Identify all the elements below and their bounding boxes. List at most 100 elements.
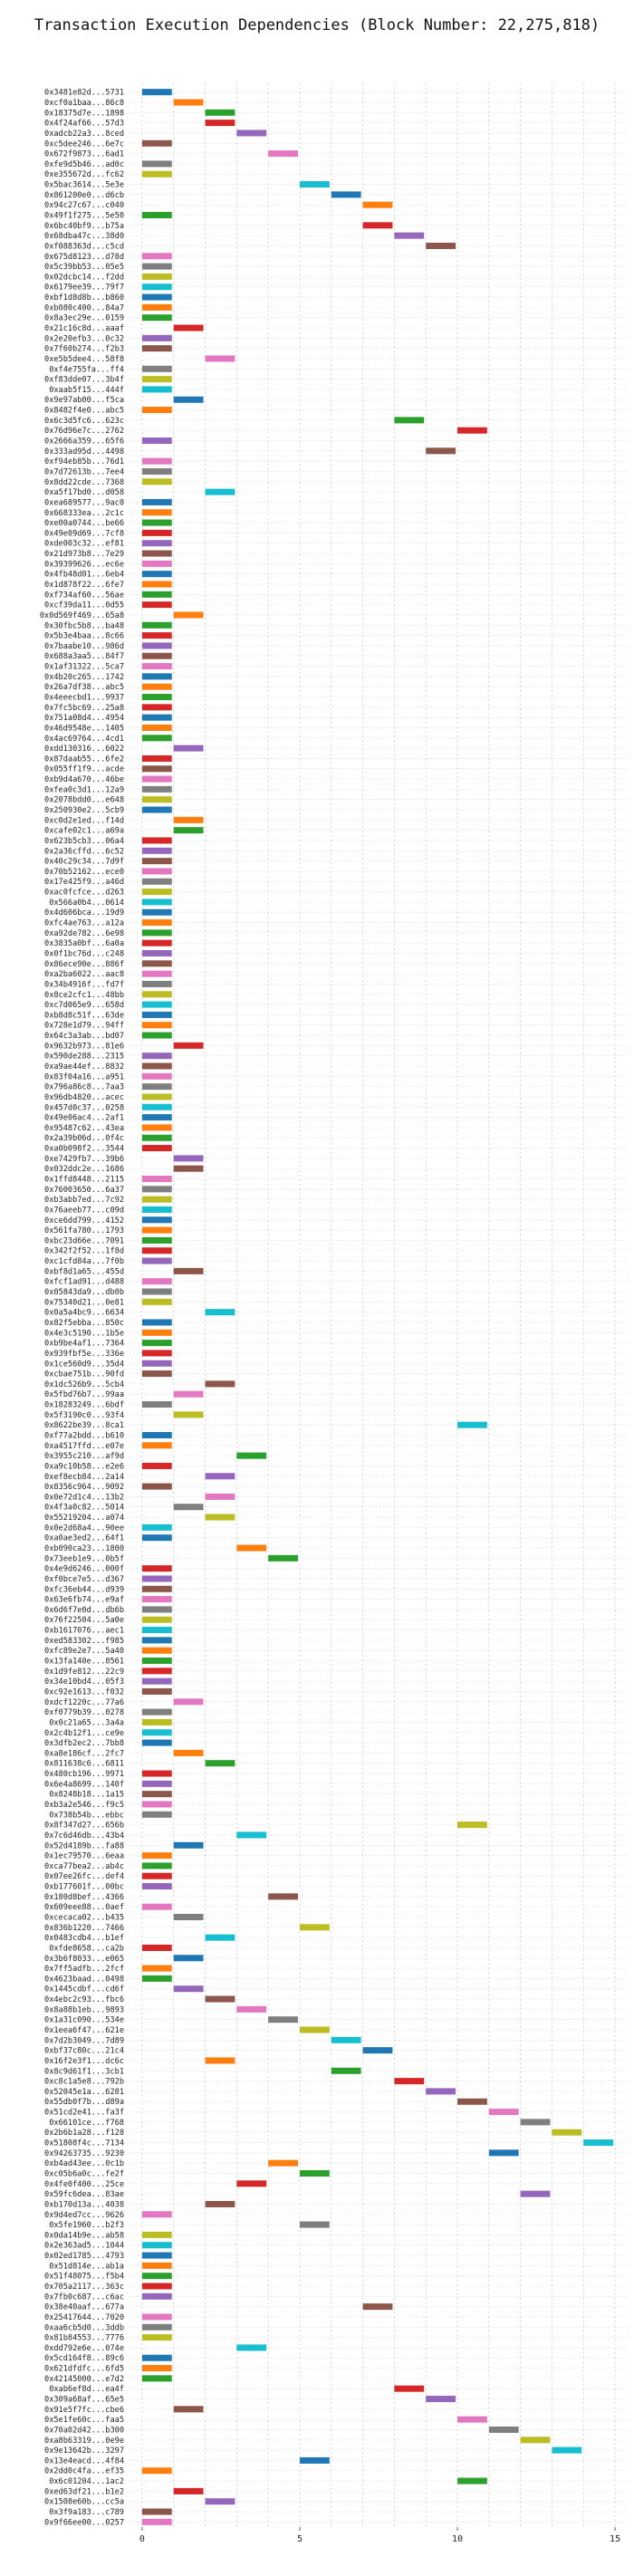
transaction-bar [141,1462,172,1469]
transaction-bar [141,1687,172,1695]
transaction-bar [141,949,172,956]
transaction-label: 0x52045e1a...6281 [44,2088,124,2097]
transaction-label: 0xea689577...9ac0 [44,498,124,507]
transaction-bar [141,1585,172,1592]
transaction-label: 0xb9d4a670...46be [44,775,124,784]
transaction-label: 0xa4517ffd...e07e [44,1442,124,1451]
transaction-bar [141,1370,172,1378]
transaction-bar [141,1801,172,1808]
transaction-bar [141,1872,172,1879]
transaction-bar [141,2334,172,2341]
transaction-label: 0x0f1bc76d...c248 [44,949,124,958]
transaction-bar [173,1165,204,1172]
transaction-bar [141,1442,172,1449]
transaction-bar [141,1883,172,1890]
transaction-bar [299,2169,330,2177]
transaction-bar [141,498,172,505]
transaction-label: 0x4ebc2c93...fbc6 [44,1995,124,2004]
transaction-bar [141,1944,172,1951]
transaction-label: 0x2b6b1a28...f128 [44,2129,124,2138]
transaction-bar [141,1483,172,1490]
transaction-label: 0xb090ca23...1800 [44,1544,124,1553]
transaction-label: 0xfe9d5b46...ad0c [44,160,124,169]
transaction-bar [173,1155,204,1162]
transaction-bar [205,355,235,362]
transaction-bar [173,1698,204,1706]
transaction-label: 0xe355672d...fc62 [44,170,124,179]
transaction-label: 0x5fbd76b7...99aa [44,1390,124,1399]
transaction-bar [236,2180,267,2187]
transaction-bar [236,1452,267,1459]
transaction-bar [141,693,172,701]
transaction-bar [141,2375,172,2382]
transaction-bar [362,2303,393,2311]
transaction-bar [141,2323,172,2331]
transaction-label: 0xfcf1ad91...d488 [44,1278,124,1287]
transaction-label: 0x672f9873...6ad1 [44,150,124,159]
transaction-label: 0x1ec79570...6eaa [44,1852,124,1861]
transaction-label: 0x309a68af...65e5 [44,2396,124,2405]
transaction-bar [141,1647,172,1654]
transaction-label: 0x705a2117...363c [44,2283,124,2292]
transaction-label: 0x8a3ec29e...0159 [44,314,124,323]
transaction-label: 0x64c3a3ab...bd07 [44,1032,124,1041]
transaction-bar [299,2026,330,2033]
transaction-bar [141,1114,172,1121]
transaction-label: 0x0d569f469...65a8 [40,611,124,620]
transaction-bar [141,89,172,96]
transaction-bar [141,652,172,659]
transaction-bar [141,735,172,742]
transaction-bar [141,1053,172,1060]
transaction-bar [362,201,393,208]
transaction-label: 0xe00a0744...be66 [44,519,124,528]
transaction-bar [141,1319,172,1326]
transaction-label: 0x17e425f9...a46d [44,878,124,887]
transaction-label: 0x38e40aaf...677a [44,2303,124,2312]
transaction-label: 0x0e72d1c4...13b2 [44,1493,124,1502]
transaction-label: 0x87daab55...6fe2 [44,755,124,764]
transaction-bar [268,2159,298,2167]
transaction-bar [141,878,172,885]
transaction-bar [141,1236,172,1244]
transaction-label: 0x590de288...2315 [44,1053,124,1062]
transaction-bar [394,232,425,239]
transaction-label: 0x26a7df38...abc5 [44,683,124,692]
transaction-label: 0x811638c6...6811 [44,1760,124,1769]
transaction-label: 0xa8e186cf...2fc7 [44,1749,124,1758]
transaction-bar [141,467,172,475]
transaction-bar [141,1975,172,1982]
transaction-label: 0x623b5cb3...06a4 [44,837,124,846]
transaction-label: 0x51cd2e41...fa3f [44,2109,124,2118]
transaction-bar [205,2200,235,2207]
transaction-label: 0xdd792e6e...074e [44,2344,124,2353]
transaction-label: 0x032ddc2e...1686 [44,1165,124,1174]
transaction-label: 0x621dfdfc...6fd5 [44,2365,124,2374]
transaction-bar [141,1288,172,1295]
transaction-label: 0x02ed1785...4793 [44,2252,124,2261]
transaction-label: 0xcafe02c1...a69a [44,827,124,836]
transaction-bar [205,1380,235,1388]
transaction-label: 0x561fa780...1793 [44,1226,124,1235]
transaction-bar [141,1032,172,1039]
transaction-label: 0x76d96e7c...2762 [44,427,124,436]
transaction-bar [141,1298,172,1305]
transaction-label: 0xac0fcfce...d263 [44,889,124,898]
transaction-label: 0x333ad95d...4498 [44,447,124,457]
transaction-bar [141,2354,172,2361]
transaction-label: 0x675d8123...d78d [44,253,124,262]
transaction-label: 0x34e10bd4...05f3 [44,1677,124,1687]
transaction-bar [173,1411,204,1418]
transaction-bar [141,1862,172,1870]
transaction-label: 0x63e6fb74...e9af [44,1596,124,1605]
transaction-label: 0x1508e60b...cc5a [44,2498,124,2507]
transaction-bar [173,827,204,834]
transaction-label: 0x2e363ad5...1044 [44,2242,124,2251]
transaction-bar [488,2149,519,2157]
transaction-label: 0xf83dde07...3b4f [44,376,124,385]
transaction-label: 0x4f3a0c82...5014 [44,1504,124,1513]
transaction-label: 0xbf8d1a65...455d [44,1267,124,1276]
transaction-label: 0x609eee88...0aef [44,1903,124,1912]
transaction-bar [141,2365,172,2372]
transaction-label: 0x4fb48d01...6eb4 [44,571,124,580]
